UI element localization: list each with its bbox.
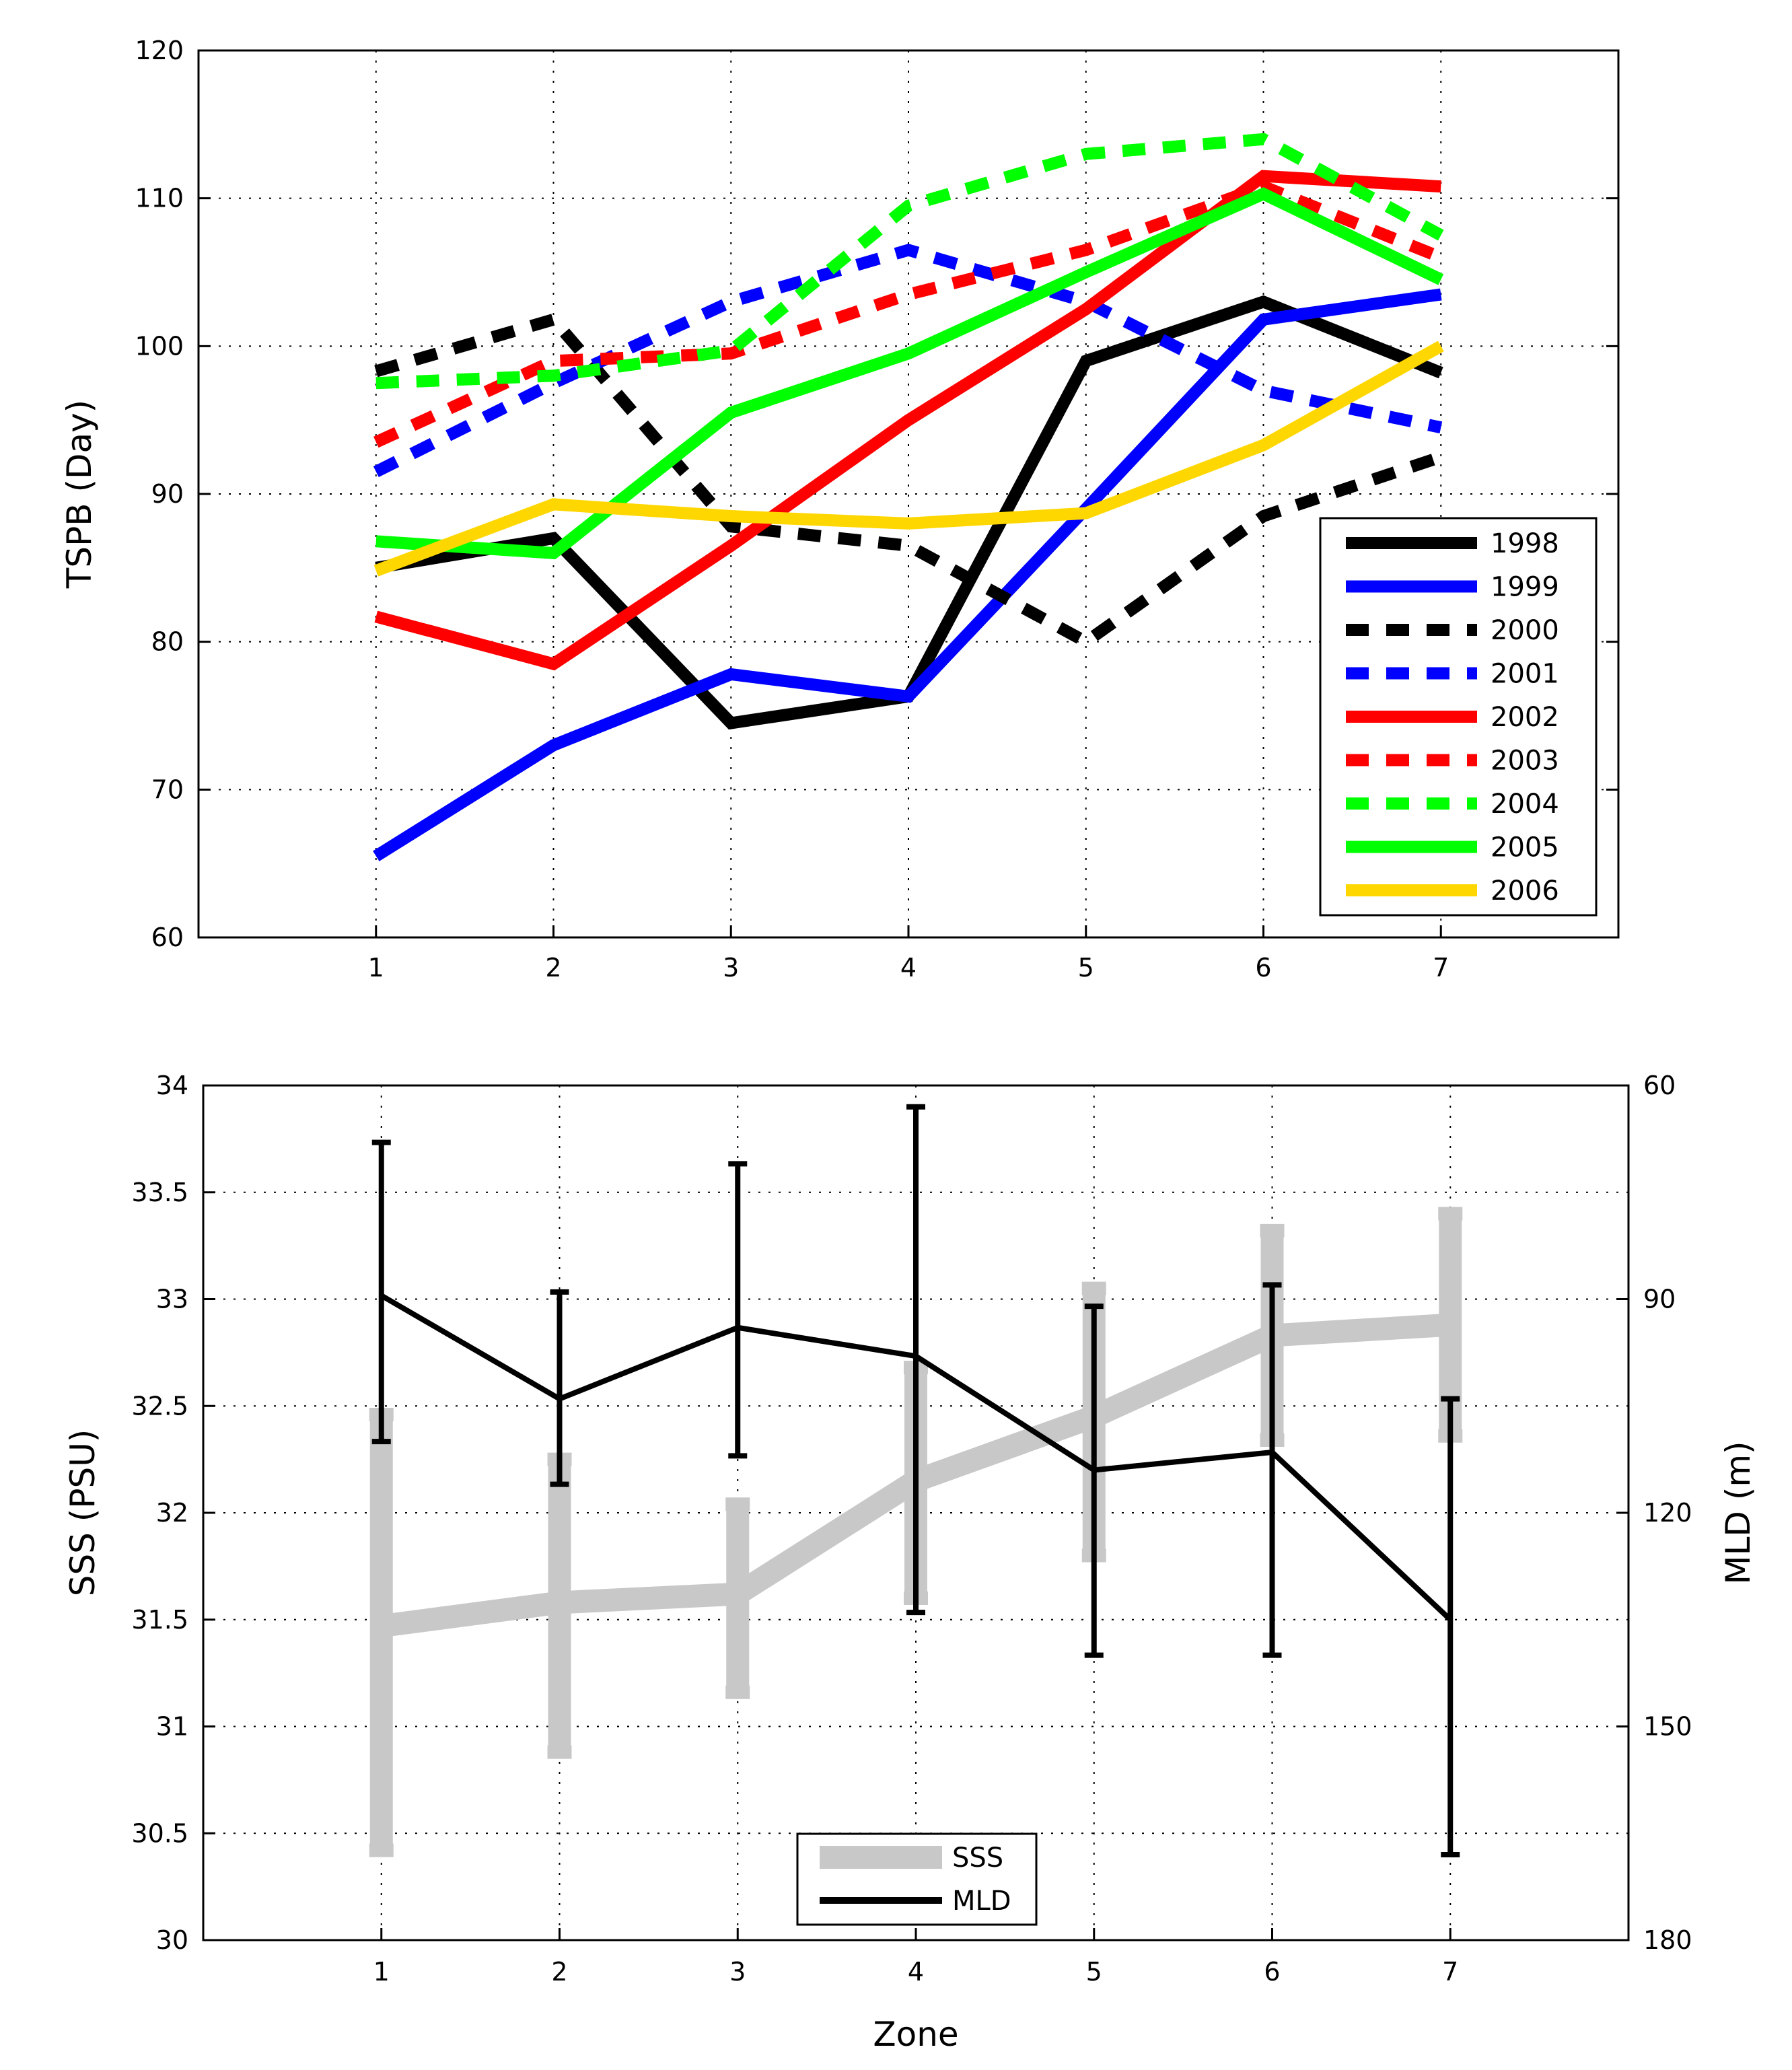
tspb-legend-label-2004: 2004 [1491, 789, 1559, 820]
tspb-x-tick-label: 5 [1078, 953, 1094, 983]
zone-x-tick-label: 5 [1086, 1957, 1102, 1987]
sss-mld-legend: SSS MLD [796, 1832, 1038, 1926]
sss-y-tick-label: 34 [156, 1071, 188, 1100]
sss-mld-series [369, 1104, 1463, 1857]
tspb-y-tick-label: 60 [151, 923, 184, 952]
tspb-y-tick-label: 110 [135, 184, 184, 213]
mld-line [380, 1293, 1453, 1622]
tspb-legend-label-2002: 2002 [1491, 702, 1559, 733]
sss-y-tick-label: 33 [156, 1285, 188, 1314]
tspb-legend-label-1999: 1999 [1491, 572, 1559, 603]
mld-y-tick-label: 180 [1643, 1925, 1692, 1955]
tspb-y-axis-label: TSPB (Day) [60, 400, 99, 589]
tspb-x-tick-label: 2 [545, 953, 561, 983]
tspb-legend-label-2003: 2003 [1491, 746, 1559, 777]
mld-y-axis-label: MLD (m) [1719, 1441, 1758, 1584]
tspb-y-tick-label: 120 [135, 36, 184, 65]
tspb-y-tick-label: 100 [135, 331, 184, 361]
zone-x-tick-label: 2 [551, 1957, 567, 1987]
tspb-legend-label-2000: 2000 [1491, 615, 1559, 646]
legend-label-mld: MLD [952, 1886, 1011, 1917]
tspb-legend-label-2005: 2005 [1491, 832, 1559, 863]
tspb-chart: 1 2 3 4 5 6 7 60 70 80 90 100 110 120 TSPB (Day) 1998… [60, 36, 1620, 983]
tspb-legend-label-2006: 2006 [1491, 876, 1559, 906]
tspb-y-tick-label: 90 [151, 479, 184, 509]
sss-y-tick-label: 30.5 [131, 1818, 188, 1848]
mld-y-tick-label: 150 [1643, 1712, 1692, 1742]
zone-x-tick-label: 7 [1442, 1957, 1458, 1987]
tspb-series-lines [373, 133, 1444, 861]
mld-y-tick-label: 90 [1643, 1285, 1676, 1314]
sss-y-tick-label: 33.5 [131, 1178, 188, 1207]
tspb-series-1999-line [373, 288, 1442, 861]
zone-x-tick-label: 4 [908, 1957, 924, 1987]
sss-y-tick-label: 31 [156, 1712, 188, 1742]
tspb-plot-frame [197, 49, 1620, 939]
tspb-x-tick-label: 3 [723, 953, 739, 983]
zone-x-tick-label: 6 [1264, 1957, 1280, 1987]
tspb-tick-labels: 1 2 3 4 5 6 7 60 70 80 90 100 110 120 [135, 36, 1618, 983]
sss-y-tick-label: 31.5 [131, 1605, 188, 1635]
sss-y-tick-label: 32 [156, 1498, 188, 1528]
tspb-legend: 1998 1999 2000 2001 2002 2003 2004 2005 2006 [1319, 517, 1598, 917]
tspb-legend-label-2001: 2001 [1491, 659, 1559, 690]
mld-y-tick-label: 60 [1643, 1071, 1676, 1100]
tspb-series-2003-line [373, 180, 1443, 448]
tspb-x-tick-label: 1 [368, 953, 384, 983]
sss-mld-plot-frame [202, 1084, 1630, 1941]
tspb-series-2002-line [374, 170, 1441, 671]
tspb-legend-label-1998: 1998 [1491, 528, 1559, 559]
tspb-y-tick-label: 70 [151, 775, 184, 804]
tspb-series-2006-line [373, 341, 1444, 577]
sss-y-tick-label: 30 [156, 1925, 188, 1955]
tspb-series-2004-line [375, 133, 1444, 390]
sss-y-tick-label: 32.5 [131, 1391, 188, 1421]
tspb-x-tick-label: 4 [900, 953, 917, 983]
zone-x-tick-label: 1 [373, 1957, 390, 1987]
tspb-x-tick-label: 6 [1255, 953, 1271, 983]
sss-y-axis-label: SSS (PSU) [63, 1429, 102, 1597]
mld-y-tick-label: 120 [1643, 1498, 1692, 1528]
zone-x-tick-label: 3 [729, 1957, 746, 1987]
tspb-series-2005-line [375, 187, 1444, 560]
zone-x-axis-label: Zone [873, 2015, 958, 2054]
tspb-x-tick-label: 7 [1433, 953, 1449, 983]
tspb-series-2001-line [373, 244, 1443, 478]
tspb-series-2000-line [374, 312, 1443, 649]
legend-label-sss: SSS [952, 1843, 1003, 1873]
tspb-y-tick-label: 80 [151, 627, 184, 657]
